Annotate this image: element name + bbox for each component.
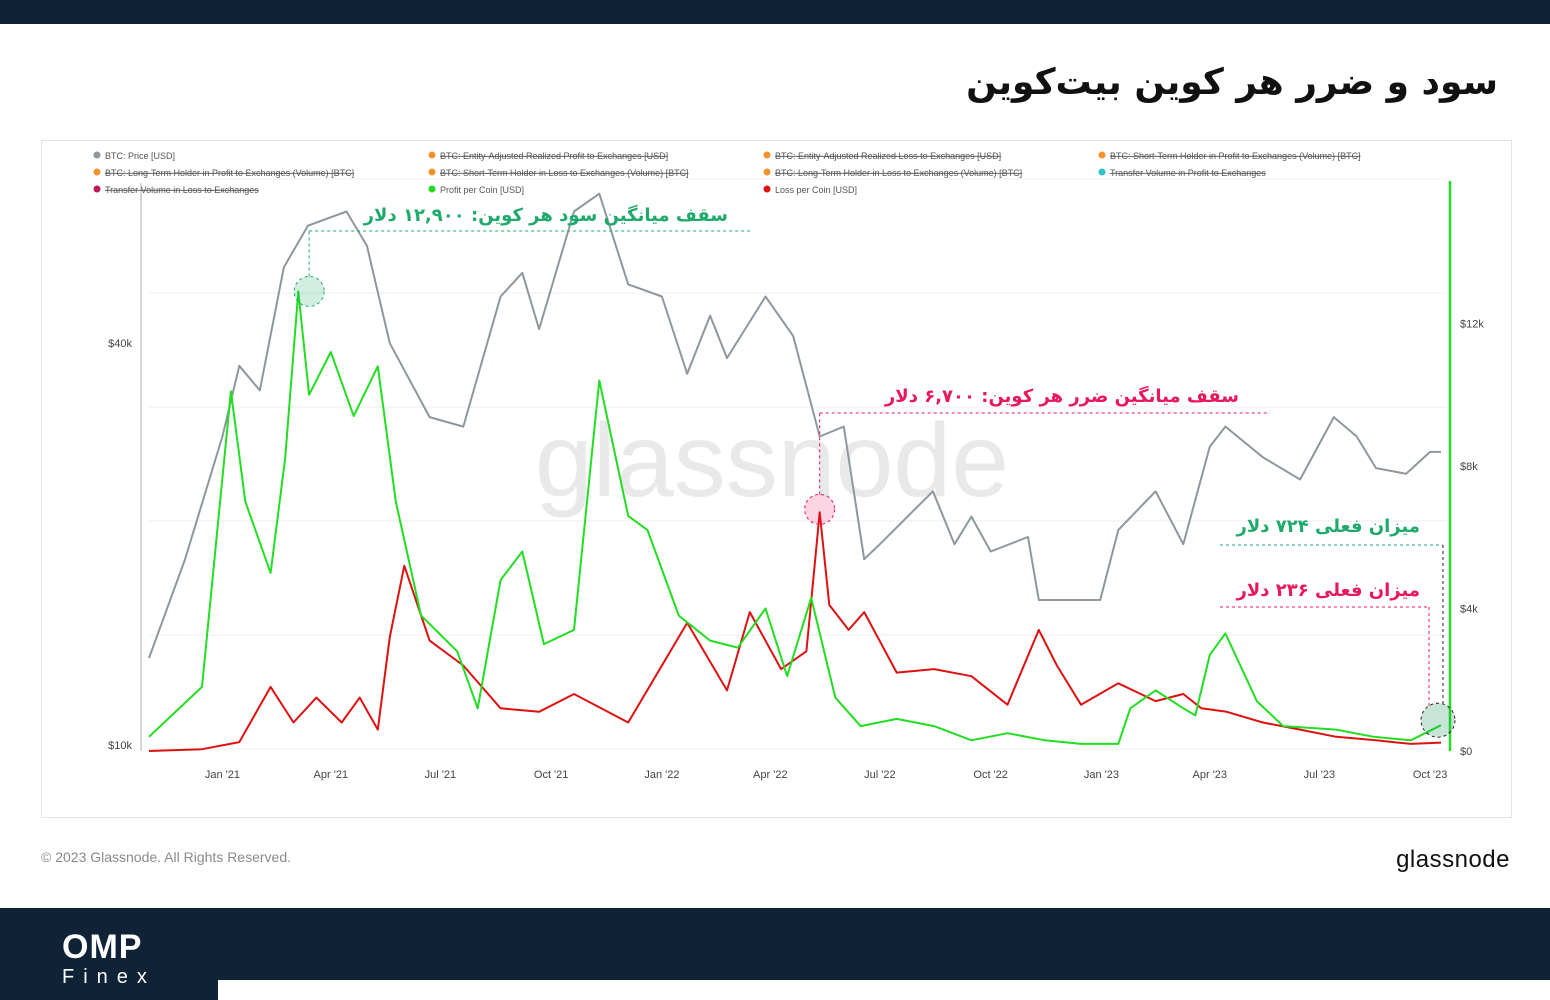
legend-marker [428,185,436,193]
y-left-tick-label: $40k [108,338,132,350]
legend-item: BTC: Long-Term Holder in Profit to Excha… [105,168,354,178]
brand-logo-omp: OMP [62,928,143,966]
legend-item: BTC: Entity-Adjusted Realized Profit to … [440,151,668,161]
copyright-text: © 2023 Glassnode. All Rights Reserved. [41,849,292,865]
profit-peak-label: سقف میانگین سود هر کوین: ۱۲,۹۰۰ دلار [363,204,728,226]
legend-marker [93,151,101,159]
x-tick-label: Jan '21 [205,769,240,781]
x-tick-label: Jul '22 [864,769,895,781]
legend-item: Profit per Coin [USD] [440,185,524,195]
chart-card: glassnode BTC: Price [USD] BTC: Entity-Adj… [41,140,1512,818]
legend-marker [1098,168,1106,176]
x-tick-label: Jan '22 [644,769,679,781]
x-tick-label: Apr '22 [753,769,788,781]
legend-marker [93,168,101,176]
x-tick-label: Apr '21 [314,769,349,781]
legend-item: BTC: Long-Term Holder in Loss to Exchang… [775,168,1022,178]
loss-peak-marker [804,493,836,525]
loss-peak-label: سقف میانگین ضرر هر کوین: ۶,۷۰۰ دلار [884,385,1239,407]
brand-logo-finex: Finex [62,966,156,988]
chart-watermark: glassnode [535,403,1009,519]
x-tick-label: Jan '23 [1084,769,1119,781]
x-tick-label: Oct '23 [1413,769,1448,781]
x-tick-label: Jul '23 [1304,769,1335,781]
series-line-price [148,192,1441,659]
top-bar [0,0,1550,24]
x-tick-label: Jul '21 [425,769,456,781]
legend-item: Loss per Coin [USD] [775,185,857,195]
page-title: سود و ضرر هر کوین بیت‌کوین [966,62,1498,103]
x-tick-label: Apr '23 [1193,769,1228,781]
current-value-marker [1420,702,1456,738]
legend-item: BTC: Short-Term Holder in Loss to Exchan… [440,168,689,178]
legend-marker [763,151,771,159]
glassnode-logo: glassnode [1396,846,1510,873]
y-right-tick-label: $8k [1460,461,1478,473]
legend-marker [93,185,101,193]
legend-marker [428,168,436,176]
series-line-loss [148,511,1442,752]
x-tick-label: Oct '22 [973,769,1008,781]
legend-item: Transfer Volume in Profit to Exchanges [1110,168,1266,178]
y-right-tick-label: $0 [1460,746,1472,758]
legend-item: Transfer Volume in Loss to Exchanges [105,185,259,195]
current-loss-label: میزان فعلی ۲۳۶ دلار [1235,580,1420,601]
legend-marker [763,185,771,193]
y-right-tick-label: $12k [1460,319,1484,331]
series-line-profit [148,290,1442,745]
current-profit-label: میزان فعلی ۷۲۴ دلار [1235,516,1420,537]
legend-item: BTC: Short-Term Holder in Profit to Exch… [1110,151,1361,161]
legend-marker [1098,151,1106,159]
legend-marker [763,168,771,176]
y-left-tick-label: $10k [108,740,132,752]
legend-item: BTC: Entity-Adjusted Realized Loss to Ex… [775,151,1001,161]
bottom-strip [218,980,1550,1000]
legend-item: BTC: Price [USD] [105,151,175,161]
chart-svg: glassnode BTC: Price [USD] BTC: Entity-Adj… [93,151,1484,781]
legend-marker [428,151,436,159]
x-tick-label: Oct '21 [534,769,569,781]
profit-peak-marker [293,275,325,307]
y-right-tick-label: $4k [1460,604,1478,616]
